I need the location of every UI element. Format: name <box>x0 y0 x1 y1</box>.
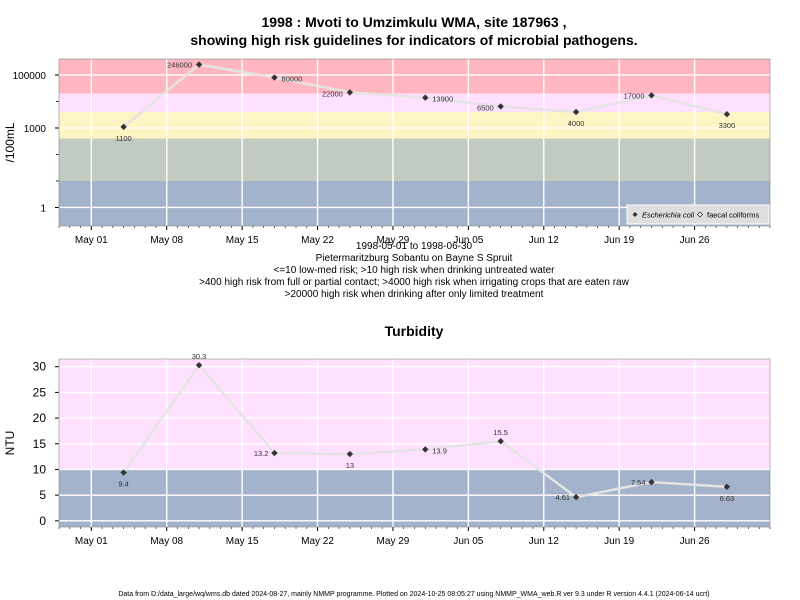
x-tick-label: May 15 <box>226 235 259 246</box>
x-tick-label: May 22 <box>301 235 334 246</box>
data-point <box>120 123 127 131</box>
data-point <box>346 89 354 96</box>
x-tick-label: Jun 05 <box>453 536 483 547</box>
data-point <box>723 111 731 118</box>
x-tick-label: Jun 12 <box>529 536 559 547</box>
subtitle-line-2: Pietermaritzburg Sobantu on Bayne S Spru… <box>316 253 513 264</box>
data-label: 4.61 <box>555 493 570 502</box>
data-point <box>120 469 127 476</box>
subtitle-line-3: <=10 low-med risk; >10 high risk when dr… <box>274 265 556 276</box>
x-tick-label: Jun 26 <box>680 536 710 547</box>
subtitle-line-4: >400 high risk from full or partial cont… <box>199 277 629 288</box>
x-tick-label: May 22 <box>301 536 334 547</box>
turbidity-title: Turbidity <box>385 323 444 339</box>
y-tick-label: 25 <box>33 385 47 399</box>
data-label: 3300 <box>719 121 736 130</box>
turbidity-plot: May 01 May 08 May 15 May 22 May 29 Jun 05 Jun … <box>3 352 771 547</box>
data-point <box>422 446 429 453</box>
x-tick-label: Jun 19 <box>604 235 634 246</box>
y-tick-label: 0 <box>39 514 46 528</box>
x-tick-label: May 29 <box>377 235 410 246</box>
plot-frame <box>58 58 771 227</box>
y-axis-label: NTU <box>3 431 17 456</box>
x-tick-label: Jun 05 <box>453 235 483 246</box>
legend-entry-label: faecal coliforms <box>707 211 759 220</box>
data-label: 22000 <box>322 89 343 98</box>
y-tick-label: 100000 <box>13 71 47 82</box>
y-tick-label: 1000 <box>24 124 47 135</box>
risk-band-3 <box>59 112 770 139</box>
data-point <box>195 361 203 369</box>
plot-frame <box>58 358 771 528</box>
y-tick-label: 5 <box>39 488 46 502</box>
x-tick-label: May 08 <box>150 536 183 547</box>
footer-note: Data from D:/data_large/wq/wms.db dated … <box>118 591 709 598</box>
x-tick-label: May 01 <box>75 235 108 246</box>
risk-band-1 <box>59 469 770 527</box>
data-label: 13900 <box>432 95 453 104</box>
x-tick-label: May 01 <box>75 536 108 547</box>
data-label: 246000 <box>167 61 192 70</box>
subtitle-line-5: >20000 high risk when drinking after onl… <box>285 289 544 300</box>
x-tick-label: Jun 12 <box>529 235 559 246</box>
microbial-plot: May 01 May 08 May 15 May 22 May 29 Jun 05 Jun … <box>3 58 771 246</box>
data-point <box>572 108 580 116</box>
data-label: 17000 <box>624 91 645 100</box>
y-tick-label: 30 <box>33 360 47 374</box>
data-point <box>346 450 354 458</box>
data-label: 1100 <box>116 134 132 143</box>
data-label: 7.54 <box>631 478 646 487</box>
data-label: 13.2 <box>254 449 269 458</box>
y-axis-label: /100mL <box>3 122 17 162</box>
data-point <box>497 103 504 110</box>
data-label: 4000 <box>568 119 585 128</box>
legend-marker-open <box>696 211 704 218</box>
data-label: 80000 <box>281 75 302 84</box>
legend-marker-filled <box>632 212 638 217</box>
legend: Escherichia coli faecal coliforms <box>626 204 770 225</box>
data-point <box>648 92 655 99</box>
subtitle-line-1: 1998-05-01 to 1998-06-30 <box>356 241 473 252</box>
data-label: 6500 <box>477 103 494 112</box>
x-tick-label: May 08 <box>150 235 183 246</box>
data-label: 9.4 <box>118 480 128 489</box>
risk-band-5 <box>59 59 770 94</box>
data-label: 13.9 <box>432 446 447 455</box>
x-tick-label: May 15 <box>226 536 259 547</box>
data-point <box>723 483 731 490</box>
legend-entry-label: Escherichia coli <box>642 211 694 220</box>
x-tick-label: May 29 <box>377 536 410 547</box>
chart-title-line-1: 1998 : Mvoti to Umzimkulu WMA, site 1879… <box>262 14 567 30</box>
data-point <box>422 94 429 101</box>
y-tick-label: 10 <box>33 462 47 476</box>
y-tick-label: 1 <box>40 203 46 214</box>
data-point <box>572 493 580 501</box>
risk-band-2 <box>59 138 770 181</box>
x-tick-label: Jun 26 <box>680 235 710 246</box>
data-point <box>497 438 504 445</box>
data-label: 15.5 <box>493 428 508 437</box>
data-label: 6.63 <box>720 494 735 503</box>
y-tick-label: 15 <box>33 437 47 451</box>
data-point <box>648 478 655 486</box>
data-point <box>271 74 278 81</box>
y-tick-label: 20 <box>33 411 47 425</box>
x-tick-label: Jun 19 <box>604 536 634 547</box>
chart-title-line-2: showing high risk guidelines for indicat… <box>190 32 637 48</box>
data-label: 13 <box>346 461 354 470</box>
data-point <box>271 449 278 457</box>
data-point <box>195 61 203 68</box>
data-label: 30.3 <box>192 352 207 361</box>
